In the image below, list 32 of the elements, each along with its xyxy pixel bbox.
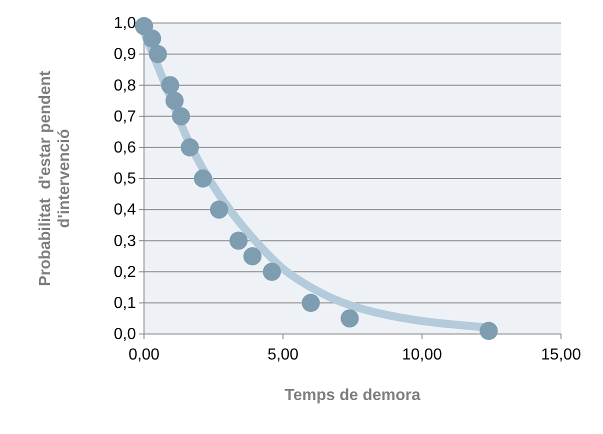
- point: [161, 76, 180, 94]
- point: [148, 45, 167, 64]
- point: [172, 107, 190, 126]
- y-tick-label: 0,6: [114, 140, 136, 157]
- y-tick-label: 1,0: [114, 15, 136, 32]
- y-tick-label: 0,7: [114, 108, 136, 126]
- y-tick-label: 0,0: [114, 326, 136, 344]
- point: [165, 92, 184, 110]
- point: [142, 29, 162, 48]
- point: [229, 232, 248, 250]
- y-tick-label: 0,2: [114, 264, 136, 281]
- y-tick-label: 0,5: [114, 170, 136, 188]
- y-tick-label: 0,8: [114, 77, 136, 94]
- point: [134, 17, 154, 36]
- point: [302, 294, 320, 312]
- point: [210, 200, 228, 219]
- y-axis-title: Probabilitat d'estar pendent d'intervenció: [37, 70, 74, 286]
- point: [480, 322, 498, 340]
- x-tick-label: 10,00: [402, 346, 442, 364]
- x-tick-label: 15,00: [540, 346, 582, 364]
- point: [180, 138, 199, 156]
- y-tick-label: 0,1: [114, 295, 136, 312]
- x-tick-label: 0,00: [128, 346, 160, 364]
- point: [194, 169, 212, 188]
- x-axis-title: Temps de demora: [284, 387, 420, 404]
- point: [340, 309, 359, 328]
- y-tick-label: 0,3: [114, 232, 136, 250]
- point: [262, 262, 281, 281]
- y-tick-label: 0,9: [114, 46, 136, 64]
- point: [243, 247, 262, 266]
- y-tick-label: 0,4: [114, 202, 136, 219]
- x-tick-label: 5,00: [267, 346, 299, 364]
